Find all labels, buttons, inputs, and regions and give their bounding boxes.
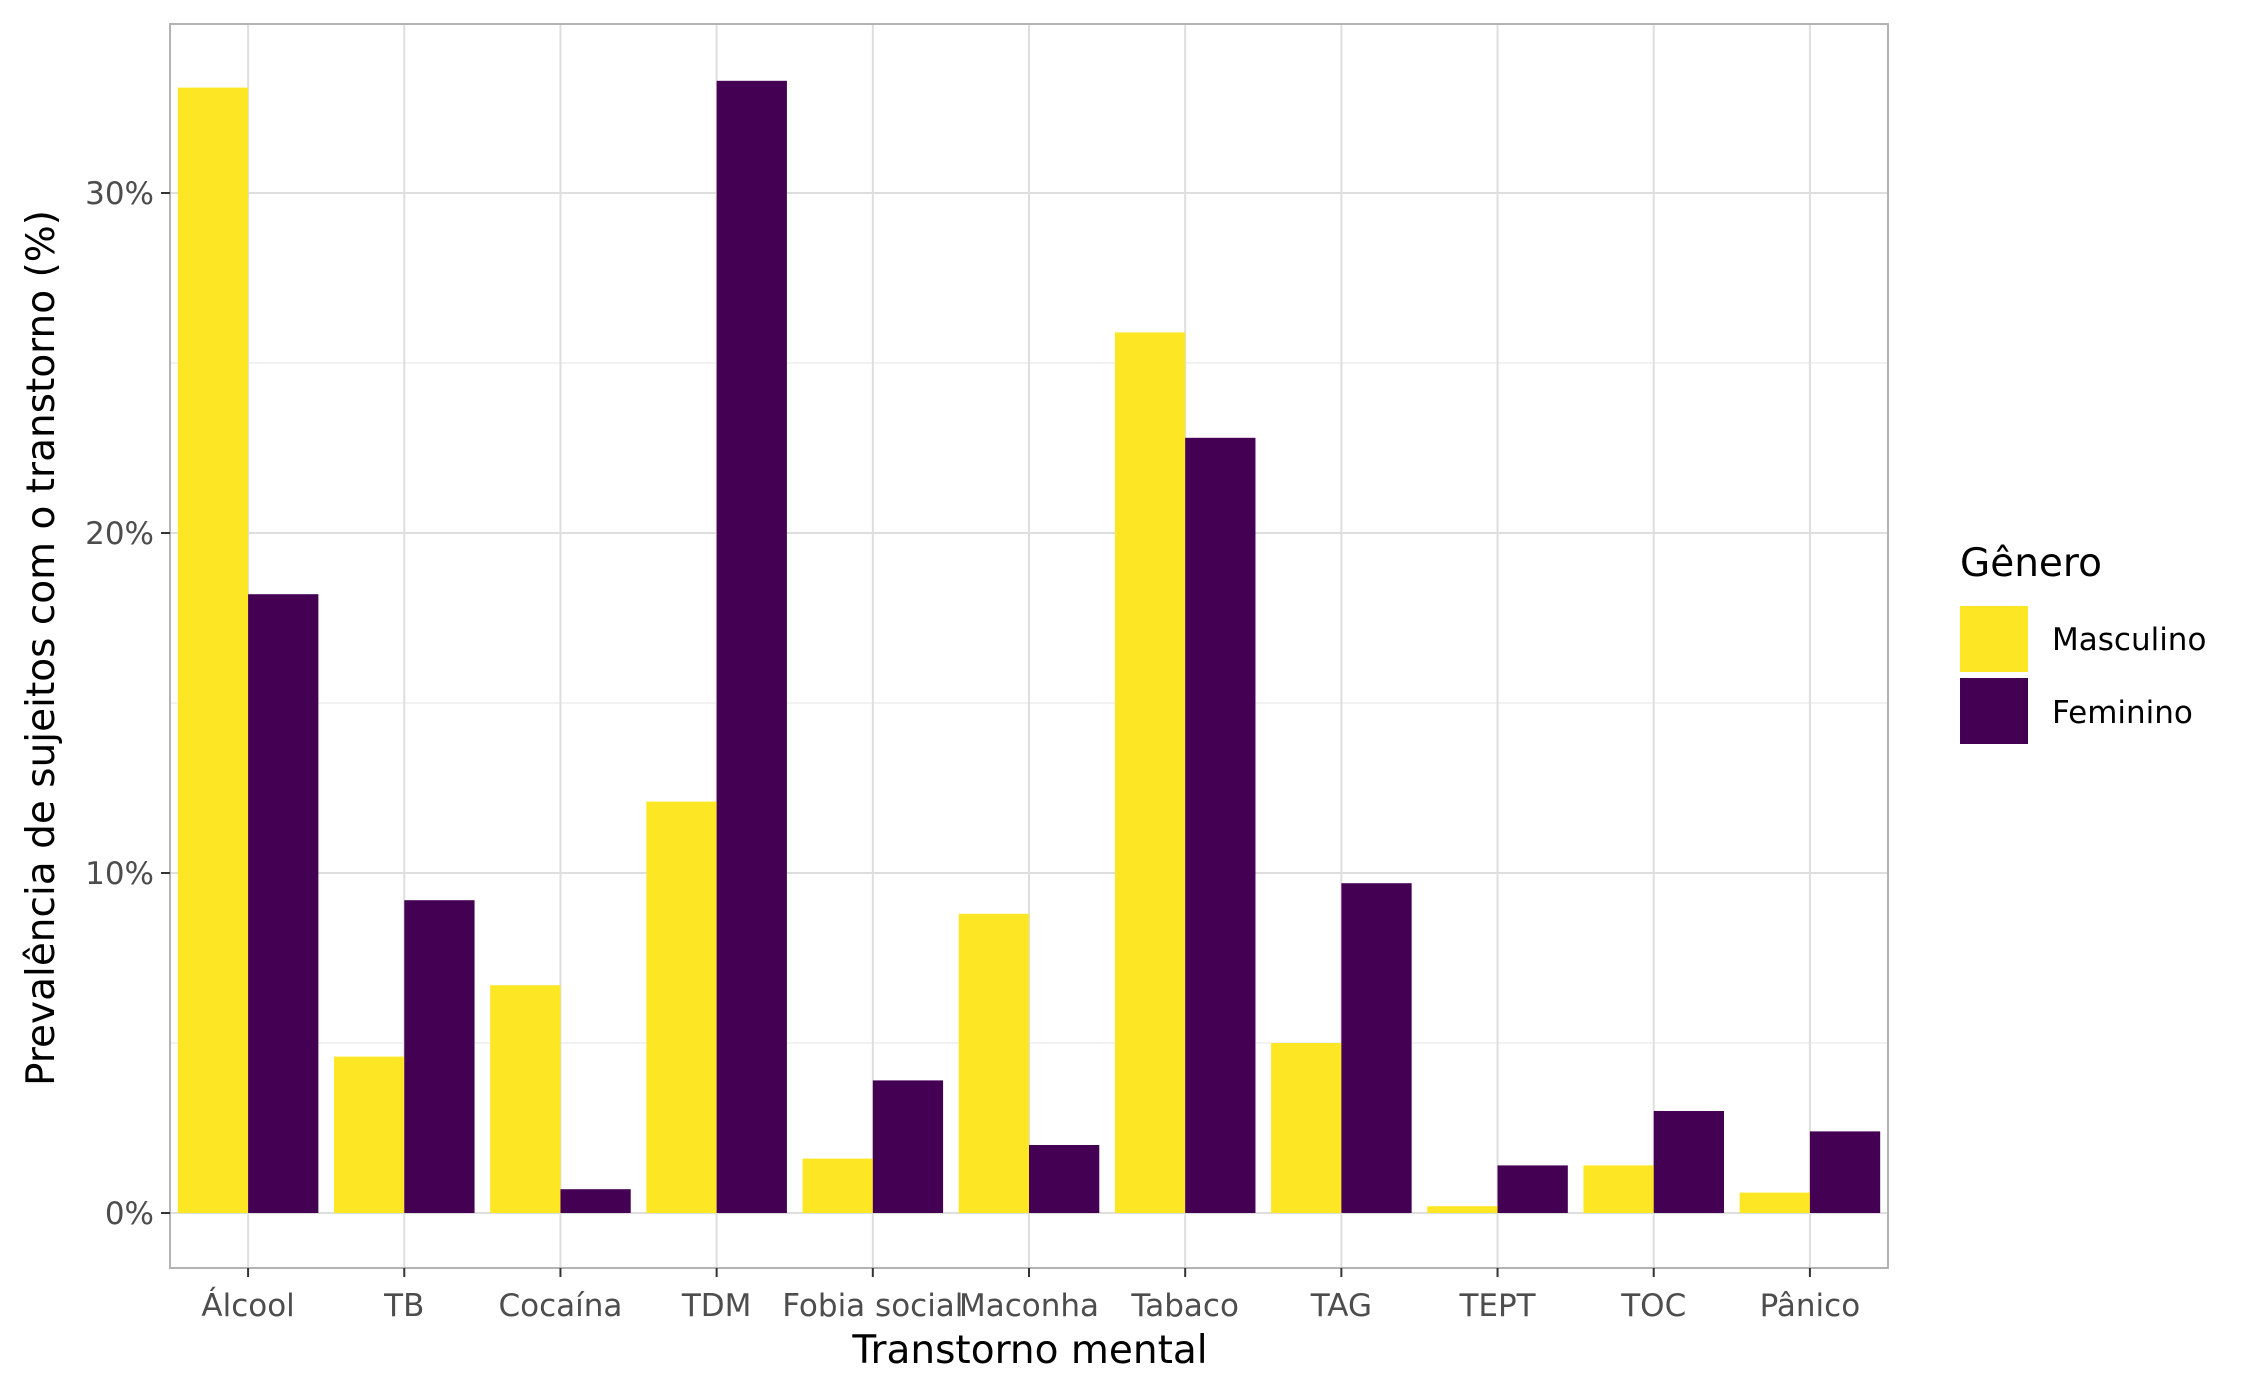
- legend-swatch-masculino: [1960, 606, 2028, 672]
- y-tick-label: 20%: [85, 516, 154, 552]
- y-tick-label: 10%: [85, 856, 154, 892]
- x-tick-label: TAG: [1310, 1288, 1372, 1324]
- legend: Gênero Masculino Feminino: [1960, 541, 2206, 744]
- legend-swatch-feminino: [1960, 678, 2028, 744]
- bar-masculino-5: [958, 913, 1029, 1213]
- x-tick-label: Álcool: [201, 1288, 294, 1324]
- bar-feminino-8: [1497, 1165, 1568, 1213]
- x-tick-label: TEPT: [1458, 1288, 1536, 1324]
- bar-feminino-5: [1029, 1145, 1100, 1213]
- bar-feminino-3: [716, 80, 787, 1213]
- bar-masculino-6: [1114, 332, 1186, 1213]
- bar-masculino-8: [1427, 1206, 1498, 1213]
- bar-masculino-10: [1739, 1192, 1810, 1213]
- bars: [177, 80, 1881, 1214]
- bar-feminino-7: [1341, 883, 1412, 1213]
- bar-masculino-7: [1271, 1043, 1342, 1213]
- y-axis-ticks: 0% 10% 20% 30%: [85, 176, 170, 1232]
- legend-label-feminino: Feminino: [2052, 695, 2193, 731]
- x-tick-label: Pânico: [1760, 1288, 1861, 1324]
- bar-masculino-4: [802, 1158, 873, 1213]
- x-tick-label: TB: [383, 1288, 424, 1324]
- x-tick-label: TDM: [681, 1288, 752, 1324]
- bar-feminino-10: [1809, 1131, 1881, 1213]
- legend-title: Gênero: [1960, 541, 2102, 586]
- bar-feminino-4: [872, 1080, 944, 1213]
- bar-feminino-2: [560, 1189, 631, 1213]
- x-tick-label: Cocaína: [498, 1288, 622, 1324]
- bar-feminino-1: [404, 900, 475, 1213]
- x-tick-label: Tabaco: [1130, 1288, 1239, 1324]
- bar-masculino-0: [177, 87, 249, 1214]
- bar-feminino-9: [1653, 1111, 1725, 1213]
- x-tick-label: Maconha: [959, 1288, 1099, 1324]
- y-axis-title: Prevalência de sujeitos com o transtorno…: [19, 210, 64, 1086]
- x-tick-label: TOC: [1620, 1288, 1686, 1324]
- bar-masculino-2: [490, 985, 561, 1213]
- y-tick-label: 0%: [105, 1196, 154, 1232]
- bar-masculino-3: [646, 801, 717, 1213]
- y-tick-label: 30%: [85, 176, 154, 212]
- bar-feminino-0: [248, 594, 319, 1213]
- bar-masculino-1: [333, 1056, 405, 1213]
- x-axis-title: Transtorno mental: [851, 1328, 1207, 1373]
- bar-masculino-9: [1583, 1165, 1654, 1213]
- bar-feminino-6: [1185, 437, 1256, 1213]
- x-tick-label: Fobia social: [782, 1288, 963, 1324]
- legend-label-masculino: Masculino: [2052, 622, 2206, 658]
